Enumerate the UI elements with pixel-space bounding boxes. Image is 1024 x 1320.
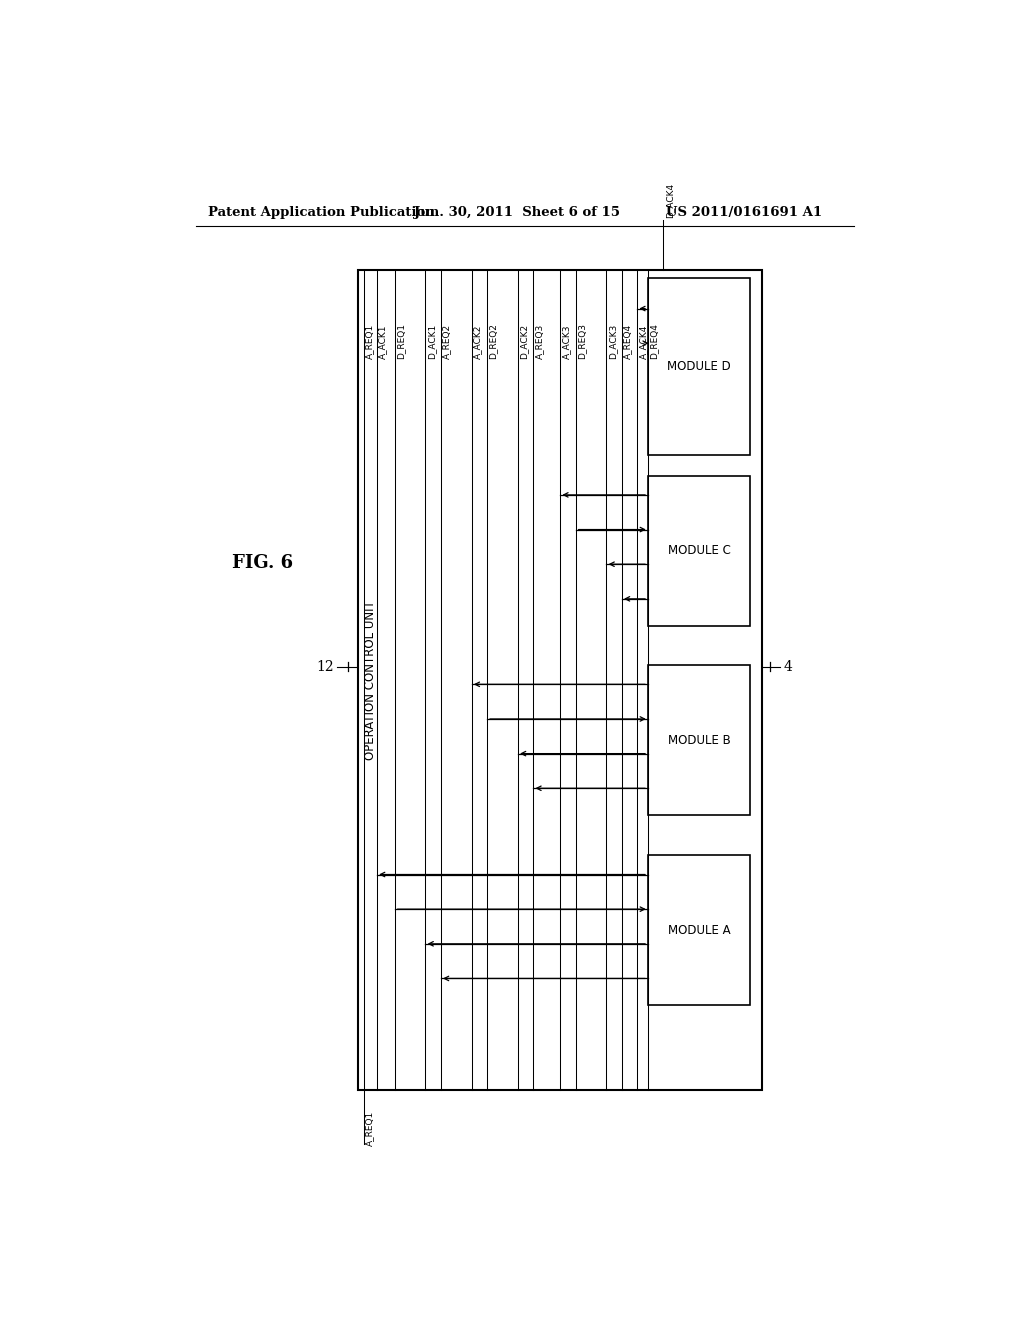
Text: A_REQ1: A_REQ1 — [366, 1110, 375, 1146]
Bar — [648, 475, 751, 626]
Text: D_ACK1: D_ACK1 — [427, 323, 436, 359]
Text: D_REQ1: D_REQ1 — [396, 322, 406, 359]
Text: A_REQ3: A_REQ3 — [535, 323, 544, 359]
Text: D_ACK3: D_ACK3 — [608, 323, 616, 359]
Text: Patent Application Publication: Patent Application Publication — [208, 206, 434, 219]
Text: D_ACK4: D_ACK4 — [665, 182, 674, 218]
Text: A_ACK3: A_ACK3 — [562, 325, 570, 359]
Text: A_ACK4: A_ACK4 — [639, 325, 648, 359]
Text: MODULE B: MODULE B — [668, 734, 730, 747]
Text: A_REQ2: A_REQ2 — [442, 323, 452, 359]
Text: MODULE D: MODULE D — [668, 360, 731, 372]
Text: MODULE A: MODULE A — [668, 924, 730, 937]
Bar — [357, 271, 762, 1090]
Bar — [648, 855, 751, 1006]
Text: Jun. 30, 2011  Sheet 6 of 15: Jun. 30, 2011 Sheet 6 of 15 — [414, 206, 620, 219]
Text: A_ACK1: A_ACK1 — [379, 325, 387, 359]
Text: 4: 4 — [783, 660, 793, 673]
Text: MODULE C: MODULE C — [668, 544, 731, 557]
Text: D_REQ3: D_REQ3 — [578, 322, 586, 359]
Text: A_ACK2: A_ACK2 — [473, 325, 482, 359]
Bar — [648, 277, 751, 455]
Text: US 2011/0161691 A1: US 2011/0161691 A1 — [666, 206, 822, 219]
Text: D_REQ2: D_REQ2 — [488, 322, 498, 359]
Bar — [648, 665, 751, 816]
Text: A_REQ4: A_REQ4 — [624, 323, 633, 359]
Text: FIG. 6: FIG. 6 — [232, 553, 293, 572]
Text: D_REQ4: D_REQ4 — [649, 322, 658, 359]
Text: A_REQ1: A_REQ1 — [366, 323, 375, 359]
Text: D_ACK2: D_ACK2 — [519, 323, 528, 359]
Text: OPERATION CONTROL UNIT: OPERATION CONTROL UNIT — [364, 601, 377, 760]
Text: 12: 12 — [316, 660, 334, 673]
